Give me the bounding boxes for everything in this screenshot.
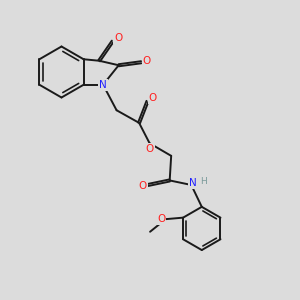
Text: O: O — [114, 33, 122, 43]
Text: O: O — [158, 214, 166, 224]
Text: N: N — [99, 80, 107, 90]
Text: O: O — [142, 56, 151, 66]
Text: O: O — [146, 144, 154, 154]
Text: N: N — [189, 178, 197, 188]
Text: O: O — [139, 182, 147, 191]
Text: H: H — [200, 177, 207, 186]
Text: O: O — [149, 93, 157, 103]
